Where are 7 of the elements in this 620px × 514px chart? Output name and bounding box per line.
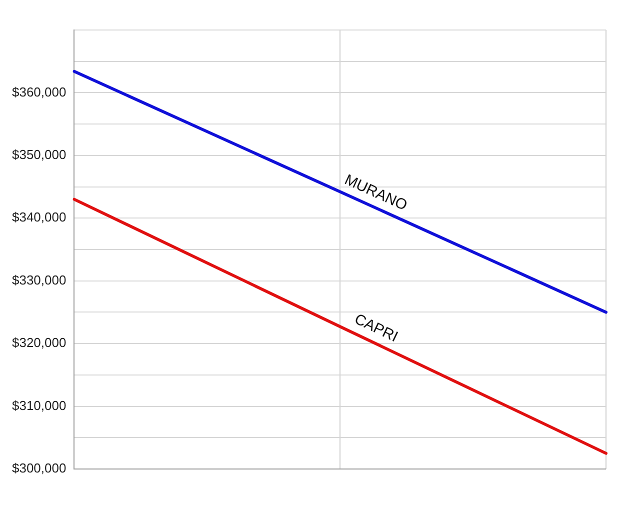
y-tick-label: $360,000 — [12, 84, 66, 100]
y-tick-label: $320,000 — [12, 335, 66, 350]
y-tick-label: $300,000 — [12, 460, 66, 476]
y-tick-label: $350,000 — [12, 147, 66, 162]
y-tick-label: $310,000 — [12, 398, 66, 413]
y-tick-label: $330,000 — [12, 272, 66, 288]
y-tick-label: $340,000 — [12, 210, 66, 225]
